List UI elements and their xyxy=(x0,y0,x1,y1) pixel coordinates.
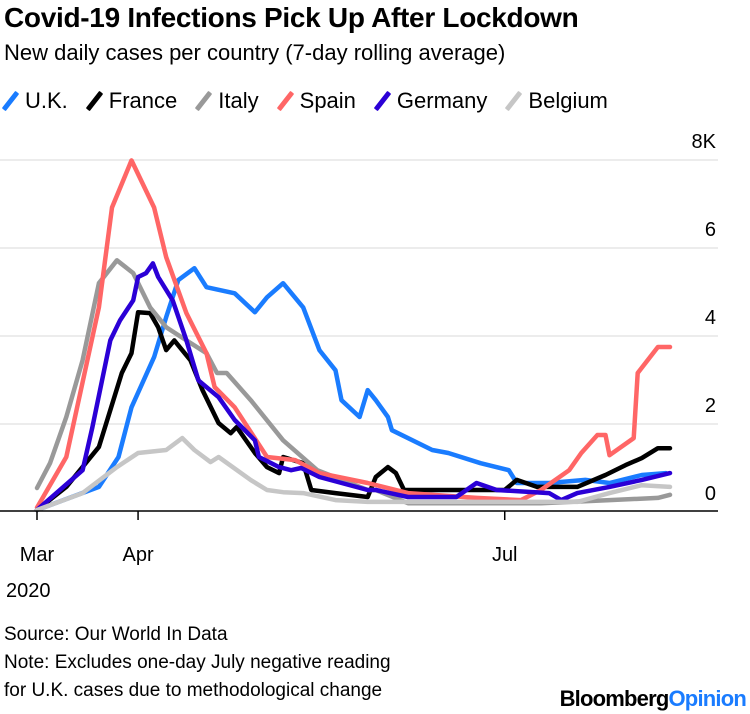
legend-label: Spain xyxy=(299,88,356,113)
x-tick-label: Mar xyxy=(20,544,55,566)
series-line-germany xyxy=(34,261,673,513)
source-text: Source: Our World In Data xyxy=(4,624,228,645)
logo-bloomberg: Bloomberg xyxy=(559,686,670,711)
x-year-label: 2020 xyxy=(6,580,51,602)
legend-item: France xyxy=(85,88,178,114)
series-line-belgium xyxy=(34,435,673,513)
note-line-2: for U.K. cases due to methodological cha… xyxy=(4,680,383,701)
bloomberg-opinion-logo: BloombergOpinion xyxy=(559,686,747,712)
legend-item: Italy xyxy=(195,88,259,114)
legend-item: Spain xyxy=(276,88,356,114)
logo-opinion: Opinion xyxy=(668,686,747,711)
legend-label: Germany xyxy=(396,88,488,113)
y-tick-label: 8K xyxy=(692,131,717,153)
legend-item: Belgium xyxy=(505,88,608,114)
x-tick-label: Apr xyxy=(122,544,153,566)
series-line-spain xyxy=(34,158,673,510)
x-tick-label: Jul xyxy=(492,544,518,566)
legend-label: Belgium xyxy=(528,88,608,113)
legend-label: U.K. xyxy=(25,88,68,113)
y-tick-label: 2 xyxy=(705,395,716,417)
legend-item: Germany xyxy=(373,88,488,114)
chart-title: Covid-19 Infections Pick Up After Lockdo… xyxy=(4,2,579,33)
legend-item: U.K. xyxy=(1,88,68,114)
y-tick-label: 0 xyxy=(705,483,716,505)
legend: U.K. France Italy Spain Germany Belgium xyxy=(1,88,608,114)
legend-label: France xyxy=(108,88,178,113)
legend-label: Italy xyxy=(218,88,259,113)
chart-subtitle: New daily cases per country (7-day rolli… xyxy=(4,40,506,65)
note-line-1: Note: Excludes one-day July negative rea… xyxy=(4,652,391,673)
y-tick-label: 6 xyxy=(705,219,716,241)
y-tick-label: 4 xyxy=(705,307,716,329)
